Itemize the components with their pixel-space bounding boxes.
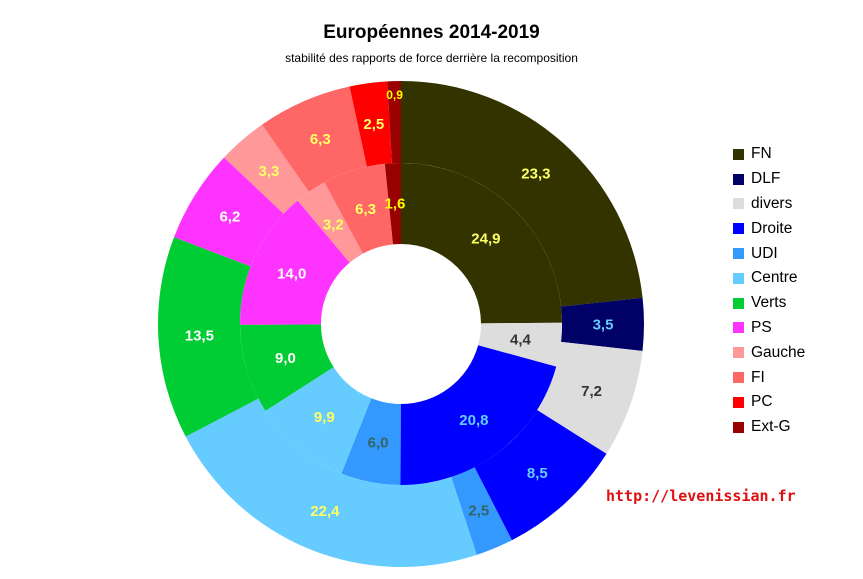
outer-label-fn: 23,3 <box>521 166 550 183</box>
outer-label-droite: 8,5 <box>527 465 548 482</box>
legend-swatch <box>733 322 744 334</box>
legend-item-ps: PS <box>733 316 805 341</box>
inner-slice-ps <box>239 200 350 325</box>
inner-label-ext-g: 1,6 <box>385 196 406 213</box>
outer-slice-fn <box>401 81 643 307</box>
legend-item-pc: PC <box>733 390 805 415</box>
outer-slice-ext-g <box>387 81 401 164</box>
inner-label-ps: 14,0 <box>277 265 306 282</box>
legend-item-centre: Centre <box>733 266 805 291</box>
inner-slice-fn <box>401 163 562 324</box>
outer-slice-gauche <box>223 124 309 214</box>
legend-swatch <box>733 396 744 408</box>
inner-label-udi: 6,0 <box>368 434 389 451</box>
inner-slice-droite <box>400 345 557 485</box>
outer-label-dlf: 3,5 <box>593 316 614 333</box>
outer-label-udi: 2,5 <box>468 502 489 519</box>
outer-slice-ps <box>174 157 284 267</box>
outer-slice-fi <box>262 86 367 192</box>
legend-label: Centre <box>751 269 798 287</box>
legend-label: PS <box>751 318 772 336</box>
inner-slice-udi <box>341 398 401 485</box>
outer-slice-dlf <box>561 297 644 352</box>
legend-label: Ext-G <box>751 418 791 436</box>
inner-slice-centre <box>265 367 372 474</box>
outer-slice-centre <box>185 398 477 568</box>
legend-item-divers: divers <box>733 192 805 217</box>
inner-slice-ext-g <box>384 163 401 245</box>
legend-swatch <box>733 148 744 160</box>
inner-slice-fi <box>324 163 393 254</box>
chart-title: Européennes 2014-2019 <box>323 22 540 43</box>
outer-label-pc: 2,5 <box>363 116 384 133</box>
legend-item-udi: UDI <box>733 241 805 266</box>
outer-slice-udi <box>451 467 512 555</box>
inner-slice-verts <box>240 324 334 411</box>
outer-slice-verts <box>158 237 259 437</box>
inner-label-fn: 24,9 <box>471 230 500 247</box>
legend-swatch <box>733 347 744 359</box>
outer-label-gauche: 3,3 <box>259 163 280 180</box>
inner-label-droite: 20,8 <box>459 412 488 429</box>
legend-item-dlf: DLF <box>733 167 805 192</box>
legend-item-verts: Verts <box>733 291 805 316</box>
outer-label-ext-g: 0,9 <box>386 88 403 102</box>
legend-swatch <box>733 297 744 309</box>
legend-label: Gauche <box>751 343 806 361</box>
inner-slice-divers <box>478 322 563 367</box>
legend-label: Droite <box>751 219 793 237</box>
inner-label-centre: 9,9 <box>314 409 335 426</box>
outer-label-divers: 7,2 <box>581 383 602 400</box>
inner-slice-gauche <box>297 182 363 263</box>
legend-item-ext-g: Ext-G <box>733 415 805 440</box>
outer-slice-pc <box>349 81 392 167</box>
legend-label: FN <box>751 145 772 163</box>
legend-item-fi: FI <box>733 365 805 390</box>
legend-label: DLF <box>751 170 781 188</box>
legend-swatch <box>733 248 744 260</box>
outer-label-fi: 6,3 <box>310 131 331 148</box>
outer-label-centre: 22,4 <box>310 503 340 520</box>
source-url[interactable]: http://levenissian.fr <box>606 487 796 505</box>
legend-swatch <box>733 272 744 284</box>
legend-item-fn: FN <box>733 142 805 167</box>
legend-swatch <box>733 198 744 210</box>
legend-swatch <box>733 372 744 384</box>
inner-label-fi: 6,3 <box>355 201 376 218</box>
legend-swatch <box>733 173 744 185</box>
legend-item-droite: Droite <box>733 216 805 241</box>
inner-label-gauche: 3,2 <box>323 216 344 233</box>
legend-label: divers <box>751 194 793 212</box>
inner-label-divers: 4,4 <box>510 332 532 349</box>
inner-label-verts: 9,0 <box>275 350 296 367</box>
outer-slice-droite <box>474 409 607 541</box>
legend-swatch <box>733 421 744 433</box>
legend-item-gauche: Gauche <box>733 340 805 365</box>
outer-slice-divers <box>537 341 643 454</box>
chart-subtitle: stabilité des rapports de force derrière… <box>285 51 578 65</box>
legend-swatch <box>733 223 744 235</box>
outer-label-ps: 6,2 <box>219 209 240 226</box>
legend-label: Verts <box>751 294 787 312</box>
legend-label: PC <box>751 393 773 411</box>
legend-label: UDI <box>751 244 778 262</box>
legend-label: FI <box>751 368 765 386</box>
chart-legend: FN DLF divers Droite UDI Centre Verts PS Gauche F… <box>733 142 805 440</box>
outer-label-verts: 13,5 <box>185 328 214 345</box>
